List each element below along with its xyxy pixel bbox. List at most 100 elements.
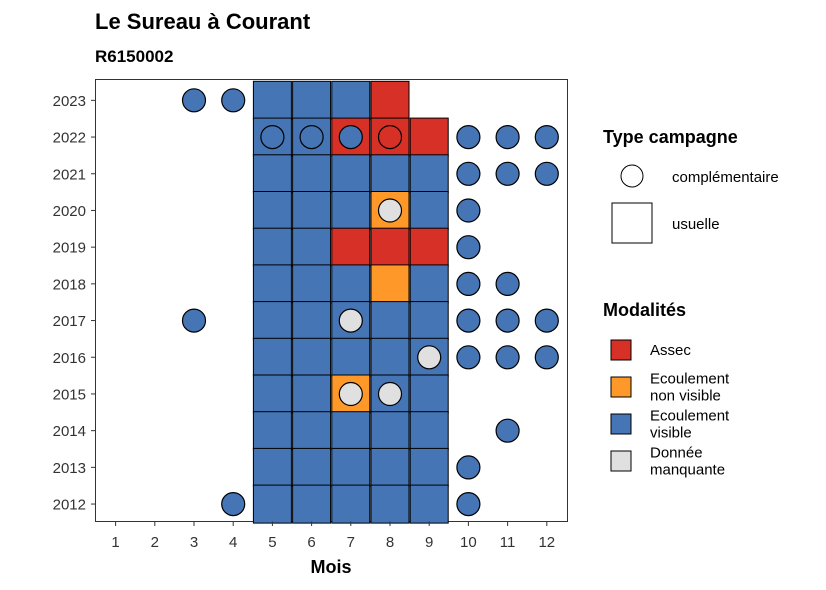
- circle-2022-5: [260, 125, 285, 150]
- circle-2018-11: [495, 271, 520, 296]
- circle-2022-7: [338, 125, 363, 150]
- square-2023-6: [292, 80, 332, 120]
- y-tick-label: 2016: [53, 350, 86, 367]
- square-2017-5: [252, 301, 292, 341]
- circle-2017-11: [495, 308, 520, 333]
- circle-2021-12: [534, 161, 559, 186]
- legend-label-usuelle: usuelle: [672, 216, 720, 233]
- circle-2019-10: [456, 235, 481, 260]
- square-2019-5: [252, 227, 292, 267]
- x-tick-label: 12: [538, 534, 555, 551]
- x-tick-label: 10: [460, 534, 477, 551]
- y-tick-label: 2012: [53, 497, 86, 514]
- square-2018-8: [370, 264, 410, 304]
- square-2014-8: [370, 411, 410, 451]
- square-2015-6: [292, 374, 332, 414]
- circle-2015-7: [338, 381, 363, 407]
- square-2013-5: [252, 447, 292, 487]
- square-2013-8: [370, 447, 410, 487]
- square-2012-6: [292, 484, 332, 524]
- circle-2022-12: [534, 125, 559, 150]
- x-tick-label: 11: [500, 534, 516, 551]
- legend-label-donnee-manquante: Donnée manquante: [650, 445, 725, 479]
- square-2021-9: [409, 154, 449, 194]
- square-2019-7: [331, 227, 371, 267]
- square-2014-7: [331, 411, 371, 451]
- square-2013-7: [331, 447, 371, 487]
- x-tick-label: 7: [347, 534, 355, 551]
- square-2014-6: [292, 411, 332, 451]
- square-2022-7: [331, 117, 371, 157]
- x-tick-label: 9: [425, 534, 433, 551]
- square-2023-8: [370, 80, 410, 120]
- circle-2012-4: [221, 492, 246, 517]
- circle-2016-12: [534, 345, 559, 370]
- square-2012-8: [370, 484, 410, 524]
- square-2016-7: [331, 337, 371, 377]
- y-tick-label: 2020: [53, 203, 86, 220]
- x-tick-label: 3: [190, 534, 198, 551]
- square-2021-8: [370, 154, 410, 194]
- square-2023-7: [331, 80, 371, 120]
- square-2021-6: [292, 154, 332, 194]
- circle-2022-10: [456, 125, 481, 150]
- square-2021-7: [331, 154, 371, 194]
- square-2019-8: [370, 227, 410, 267]
- legend-swatch-donnee-manquante: [610, 450, 632, 472]
- circle-2020-8: [377, 198, 403, 223]
- circle-2023-4: [221, 88, 246, 113]
- y-tick-label: 2017: [53, 313, 86, 330]
- square-2022-9: [409, 117, 449, 157]
- square-2013-6: [292, 447, 332, 487]
- x-axis-title: Mois: [310, 557, 351, 577]
- square-2020-5: [252, 191, 292, 230]
- circle-2021-10: [456, 161, 481, 186]
- x-tick-label: 1: [111, 534, 119, 551]
- x-tick-label: 8: [386, 534, 394, 551]
- circle-2022-6: [299, 125, 324, 150]
- circle-2015-8: [377, 381, 403, 407]
- circle-2022-11: [495, 125, 520, 150]
- square-2020-9: [409, 191, 449, 230]
- y-tick-label: 2019: [53, 240, 86, 257]
- circle-2017-12: [534, 308, 559, 333]
- square-2020-7: [331, 191, 371, 230]
- legend-modalites-title: Modalités: [603, 300, 686, 320]
- square-2017-8: [370, 301, 410, 341]
- y-tick-label: 2023: [53, 93, 86, 110]
- legend-swatch-ecoulement-non-visible: [610, 376, 632, 398]
- y-tick-label: 2015: [53, 386, 86, 403]
- square-2012-7: [331, 484, 371, 524]
- circle-2018-10: [456, 271, 481, 296]
- circles-layer: [181, 88, 559, 517]
- y-tick-label: 2021: [53, 166, 86, 183]
- square-2023-5: [252, 80, 292, 120]
- circle-2017-7: [338, 308, 363, 333]
- circle-2020-10: [456, 198, 481, 223]
- y-tick-label: 2022: [53, 130, 86, 147]
- legend-swatch-assec: [610, 339, 632, 361]
- square-2015-5: [252, 374, 292, 414]
- x-tick-label: 5: [268, 534, 276, 551]
- square-2018-6: [292, 264, 332, 304]
- square-2012-5: [252, 484, 292, 524]
- legend-campagne-title: Type campagne: [603, 127, 738, 147]
- legend-modalites: Modalités Assec Ecoulement non visibleEcou…: [603, 300, 730, 479]
- legend-square-swatch: [611, 202, 653, 244]
- y-axis: 2012 2013 2014 2015 2016 2017 2018 2019 2020 2021…: [53, 93, 96, 514]
- circle-2016-11: [495, 345, 520, 370]
- chart-title: Le Sureau à Courant: [95, 9, 311, 34]
- x-tick-label: 6: [307, 534, 315, 551]
- square-2017-6: [292, 301, 332, 341]
- square-2018-7: [331, 264, 371, 304]
- circle-2017-3: [181, 308, 207, 333]
- square-2021-5: [252, 154, 292, 194]
- circle-2023-3: [181, 88, 207, 113]
- legend-label-complementaire: complémentaire: [672, 169, 779, 186]
- square-2014-9: [409, 411, 449, 451]
- square-2019-9: [409, 227, 449, 267]
- x-tick-label: 2: [151, 534, 159, 551]
- circle-2017-10: [456, 308, 481, 333]
- circle-2021-11: [495, 161, 520, 186]
